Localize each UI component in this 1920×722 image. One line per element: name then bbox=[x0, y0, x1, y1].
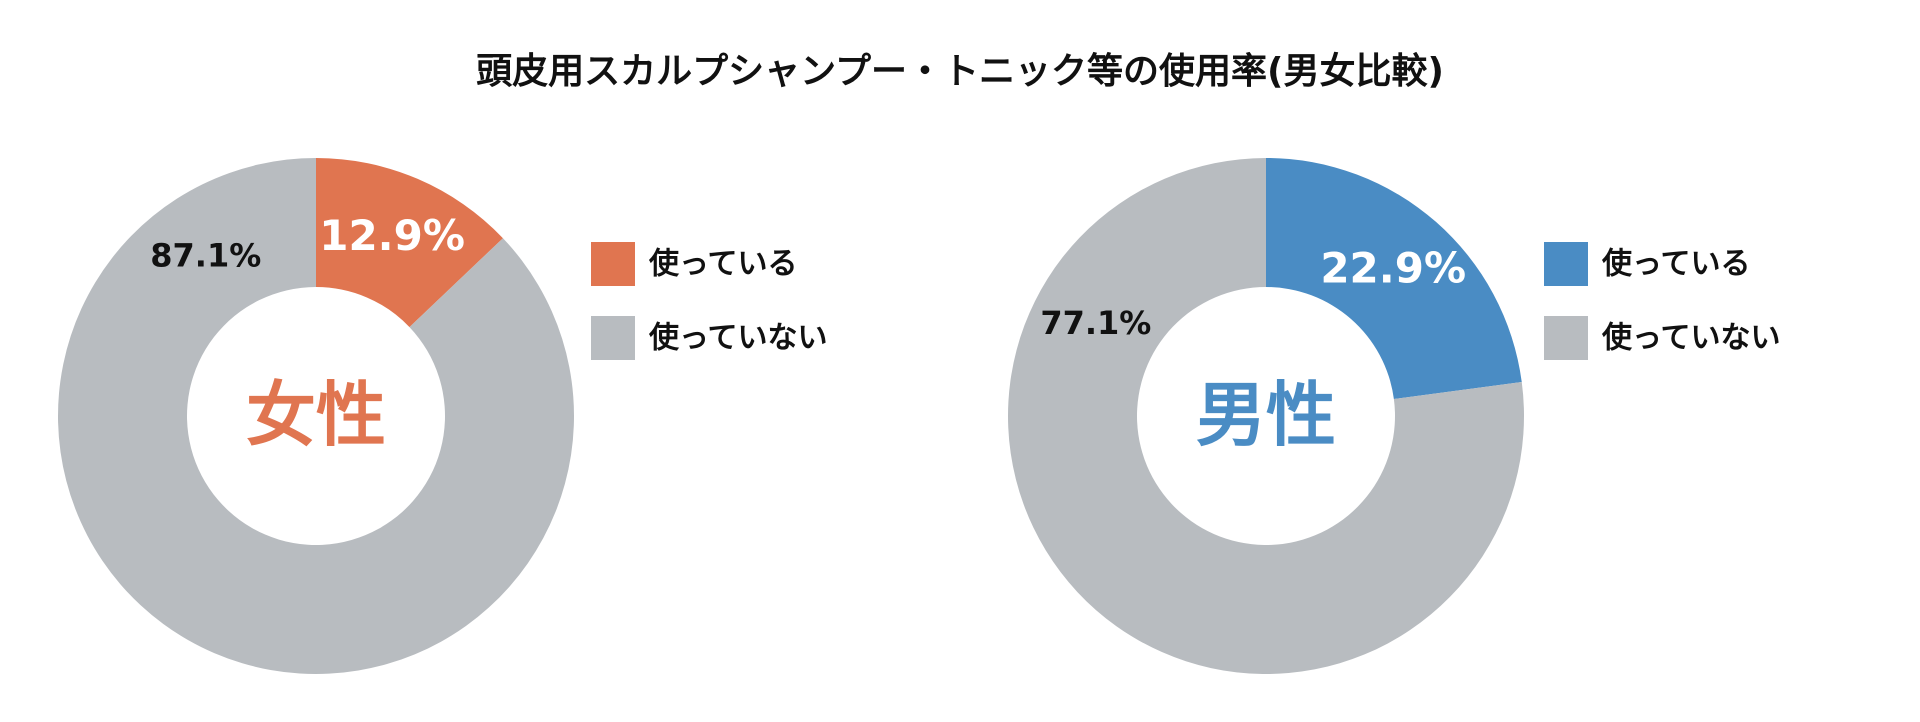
legend-label: 使っていない bbox=[648, 321, 828, 356]
center-label: 女性 bbox=[246, 374, 386, 456]
legend-label: 使っている bbox=[648, 247, 798, 282]
donut-slice bbox=[1266, 158, 1522, 400]
chart-title: 頭皮用スカルプシャンプー・トニック等の使用率(男女比較) bbox=[476, 51, 1444, 92]
legend-swatch bbox=[1544, 242, 1588, 286]
value-label: 12.9% bbox=[319, 211, 465, 260]
value-label: 22.9% bbox=[1320, 243, 1466, 292]
legend-swatch bbox=[591, 242, 635, 286]
value-label: 87.1% bbox=[150, 237, 261, 275]
donut-slice bbox=[316, 158, 503, 328]
donut-slice bbox=[57, 158, 575, 675]
legend-label: 使っている bbox=[1601, 247, 1751, 282]
legend-label: 使っていない bbox=[1601, 321, 1781, 356]
legend-swatch bbox=[591, 316, 635, 360]
center-label: 男性 bbox=[1196, 374, 1336, 456]
legend-swatch bbox=[1544, 316, 1588, 360]
donut-slice bbox=[1007, 158, 1524, 674]
value-label: 77.1% bbox=[1040, 304, 1151, 342]
